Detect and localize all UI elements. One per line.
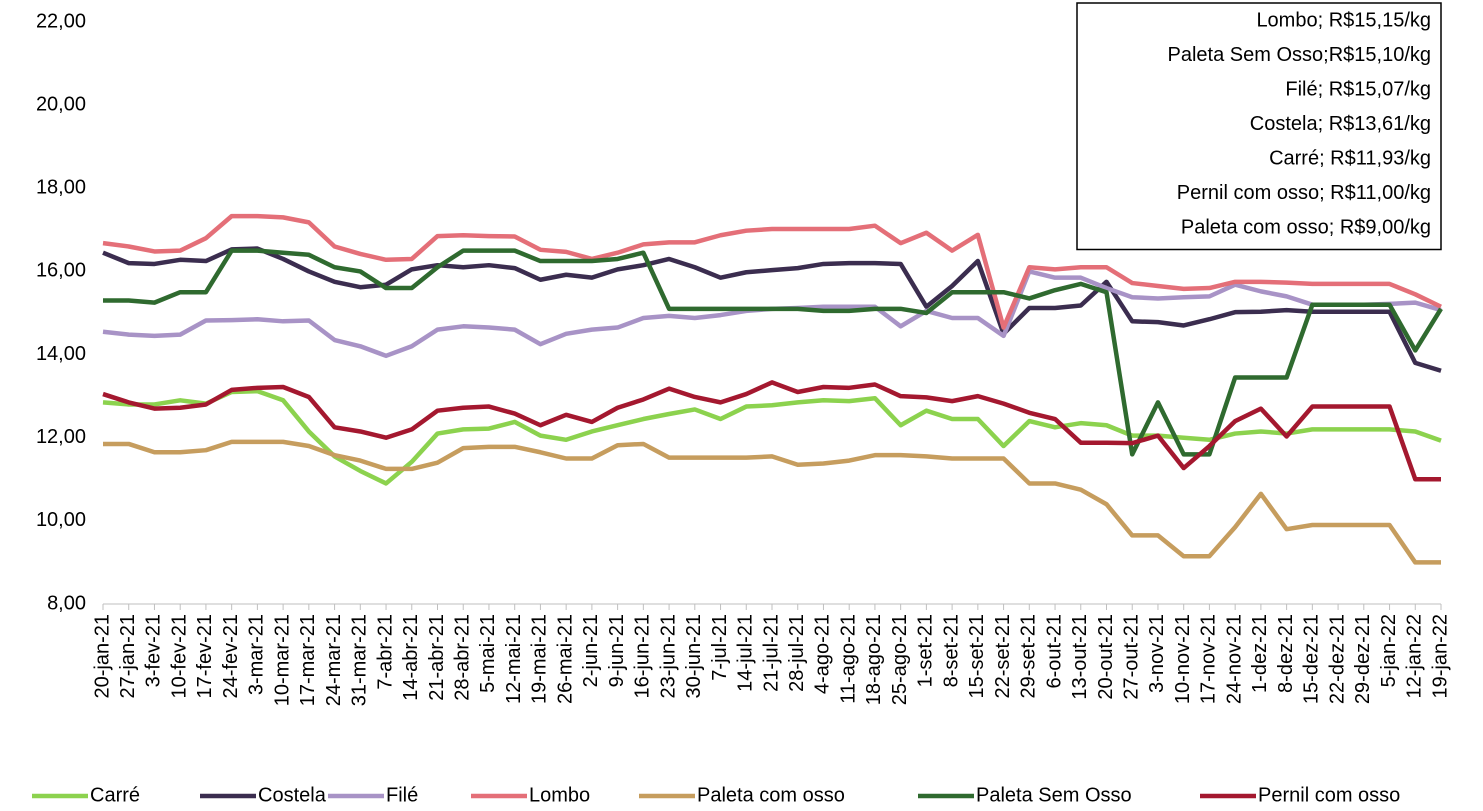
y-tick-label: 22,00: [36, 10, 86, 32]
legend-label: Costela: [258, 784, 327, 806]
series-line: [103, 439, 1441, 565]
x-tick-label: 27-out-21: [1121, 614, 1143, 700]
x-tick-label: 24-nov-21: [1223, 614, 1245, 704]
x-tick-label: 10-mar-21: [271, 614, 293, 706]
x-tick-label: 28-abr-21: [452, 614, 474, 701]
x-tick-label: 4-ago-21: [812, 614, 834, 694]
x-tick-label: 27-jan-21: [117, 614, 139, 699]
x-tick-label: 6-out-21: [1043, 614, 1065, 689]
annotation-box: [1076, 2, 1442, 251]
legend-label: Paleta com osso: [697, 784, 845, 806]
x-tick-label: 26-mai-21: [554, 614, 576, 704]
x-tick-label: 18-ago-21: [863, 614, 885, 705]
x-tick-label: 17-fev-21: [194, 614, 216, 699]
x-tick-label: 28-jul-21: [786, 614, 808, 692]
x-tick-label: 31-mar-21: [349, 614, 371, 706]
x-tick-label: 2-jun-21: [580, 614, 602, 687]
legend-label: Pernil com osso: [1258, 784, 1400, 806]
x-tick-label: 17-mar-21: [297, 614, 319, 706]
y-tick-label: 20,00: [36, 93, 86, 115]
x-tick-label: 3-nov-21: [1146, 614, 1168, 693]
x-tick-label: 1-set-21: [915, 614, 937, 687]
x-tick-label: 10-nov-21: [1172, 614, 1194, 704]
x-tick-label: 19-mai-21: [529, 614, 551, 704]
series-line: [102, 246, 1442, 373]
legend-label: Filé: [386, 784, 418, 806]
series-line: [102, 380, 1441, 482]
x-tick-label: 12-mai-21: [503, 614, 525, 704]
x-tick-label: 7-jul-21: [709, 614, 731, 681]
x-tick-label: 21-abr-21: [426, 614, 448, 701]
y-tick-label: 10,00: [36, 509, 86, 531]
x-tick-label: 3-fev-21: [143, 614, 165, 687]
x-tick-label: 12-jan-22: [1404, 614, 1426, 699]
annotation-text: Filé; R$15,07/kg: [1285, 78, 1431, 100]
x-tick-label: 14-abr-21: [400, 614, 422, 701]
x-tick-label: 21-jul-21: [760, 614, 782, 692]
series-line: [102, 388, 1442, 486]
y-tick-label: 18,00: [36, 177, 86, 199]
legend-label: Lombo: [529, 784, 590, 806]
x-tick-label: 1-dez-21: [1249, 614, 1271, 693]
x-tick-label: 24-mar-21: [323, 614, 345, 706]
x-tick-label: 15-set-21: [966, 614, 988, 699]
series-line: [103, 248, 1443, 457]
x-tick-label: 24-fev-21: [220, 614, 242, 699]
x-tick-label: 11-ago-21: [837, 614, 859, 704]
x-tick-label: 5-jan-22: [1378, 614, 1400, 687]
annotation-text: Lombo; R$15,15/kg: [1256, 9, 1431, 31]
annotation-text: Paleta com osso; R$9,00/kg: [1181, 216, 1431, 238]
y-tick-label: 8,00: [47, 592, 86, 614]
x-tick-label: 20-out-21: [1095, 614, 1117, 700]
x-tick-label: 9-jun-21: [606, 614, 628, 687]
annotation-text: Costela; R$13,61/kg: [1250, 113, 1431, 135]
x-tick-label: 16-jun-21: [632, 614, 654, 699]
annotation-text: Pernil com osso; R$11,00/kg: [1177, 182, 1431, 204]
x-tick-label: 10-fev-21: [168, 614, 190, 699]
x-tick-label: 7-abr-21: [374, 614, 396, 690]
x-tick-label: 5-mai-21: [477, 614, 499, 693]
x-tick-label: 29-dez-21: [1352, 614, 1374, 704]
x-tick-label: 25-ago-21: [889, 614, 911, 705]
legend-label: Carré: [90, 784, 140, 806]
annotation-text: Carré; R$11,93/kg: [1269, 147, 1431, 169]
x-tick-label: 3-mar-21: [246, 614, 268, 695]
x-tick-label: 22-dez-21: [1326, 614, 1348, 704]
x-tick-label: 14-jul-21: [735, 614, 757, 692]
x-tick-label: 22-set-21: [992, 614, 1014, 699]
y-tick-label: 14,00: [36, 343, 86, 365]
x-tick-label: 8-set-21: [940, 614, 962, 687]
x-tick-label: 23-jun-21: [657, 614, 679, 699]
x-tick-label: 8-dez-21: [1275, 614, 1297, 693]
legend-label: Paleta Sem Osso: [976, 784, 1132, 806]
y-tick-label: 16,00: [36, 260, 86, 282]
annotation-text: Paleta Sem Osso;R$15,10/kg: [1168, 44, 1431, 66]
y-tick-label: 12,00: [36, 426, 86, 448]
x-tick-label: 29-set-21: [1018, 614, 1040, 699]
x-tick-label: 20-jan-21: [91, 614, 113, 699]
x-tick-label: 17-nov-21: [1198, 614, 1220, 704]
x-tick-label: 15-dez-21: [1301, 614, 1323, 704]
x-tick-label: 30-jun-21: [683, 614, 705, 699]
series-line: [102, 213, 1442, 330]
x-tick-label: 13-out-21: [1069, 614, 1091, 700]
x-tick-label: 19-jan-22: [1429, 614, 1451, 699]
